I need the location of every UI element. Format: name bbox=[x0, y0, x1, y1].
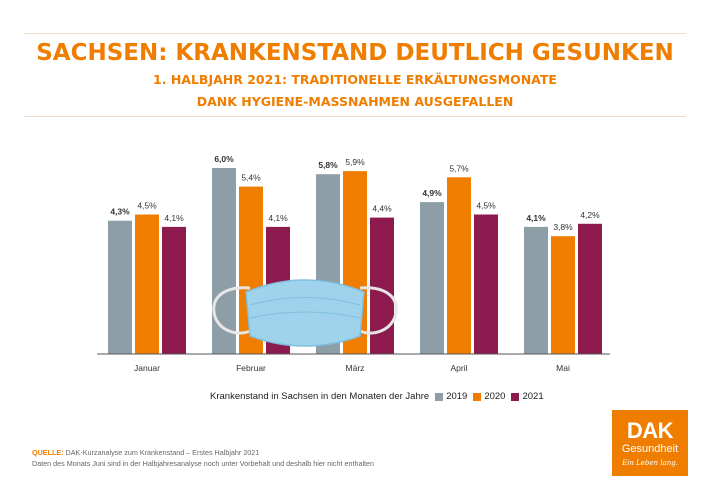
bar-2021-3 bbox=[474, 214, 498, 354]
bar-2019-1 bbox=[212, 168, 236, 354]
mask-pleat-1 bbox=[249, 297, 361, 306]
data-label-2021-1: 4,1% bbox=[268, 213, 288, 223]
dak-logo: DAK Gesundheit Ein Leben lang. bbox=[612, 410, 688, 476]
source-text: DAK-Kurzanalyse zum Krankenstand – Erste… bbox=[63, 448, 260, 457]
data-label-2020-3: 5,7% bbox=[449, 163, 469, 173]
data-label-2021-4: 4,2% bbox=[580, 210, 600, 220]
legend-title: Krankenstand in Sachsen in den Monaten d… bbox=[210, 391, 430, 402]
data-label-2019-3: 4,9% bbox=[422, 188, 442, 198]
legend-label-2020: 2020 bbox=[484, 391, 506, 402]
category-label-1: Februar bbox=[236, 363, 266, 373]
mask-right-strap bbox=[357, 286, 398, 335]
bar-2019-4 bbox=[524, 226, 548, 354]
data-label-2021-0: 4,1% bbox=[164, 213, 184, 223]
bar-chart: 4,3% 4,5% 4,1% Januar 6,0% 5,4% 4,1% Februar 5,8… bbox=[97, 154, 610, 373]
bar-2020-3 bbox=[447, 177, 471, 354]
chart-subtitle-line1: 1. HALBJAHR 2021: TRADITIONELLE ERKÄLTUN… bbox=[153, 72, 557, 87]
header-bottom-rule bbox=[24, 116, 686, 117]
category-label-2: März bbox=[346, 363, 365, 373]
data-label-2019-2: 5,8% bbox=[318, 160, 338, 170]
bar-2019-3 bbox=[420, 202, 444, 354]
source-block: QUELLE: DAK-Kurzanalyse zum Krankenstand… bbox=[32, 447, 374, 469]
data-label-2019-1: 6,0% bbox=[214, 154, 234, 164]
logo-sub: Gesundheit bbox=[621, 443, 679, 455]
bar-2020-0 bbox=[135, 214, 159, 354]
category-label-3: April bbox=[450, 363, 467, 373]
data-label-2020-4: 3,8% bbox=[553, 222, 573, 232]
category-label-4: Mai bbox=[556, 363, 570, 373]
data-label-2020-2: 5,9% bbox=[345, 157, 365, 167]
bar-2020-4 bbox=[551, 236, 575, 354]
data-label-2021-2: 4,4% bbox=[372, 204, 392, 214]
mask-body bbox=[245, 279, 365, 347]
mask-pleat-2 bbox=[249, 311, 361, 319]
legend-swatch-2019 bbox=[435, 392, 444, 401]
chart-title: SACHSEN: KRANKENSTAND DEUTLICH GESUNKEN bbox=[36, 40, 674, 66]
legend: Krankenstand in Sachsen in den Monaten d… bbox=[210, 391, 544, 402]
legend-swatch-2020 bbox=[473, 392, 482, 401]
top-rule bbox=[24, 33, 686, 34]
legend-label-2021: 2021 bbox=[522, 391, 544, 402]
category-label-0: Januar bbox=[134, 363, 160, 373]
bar-2019-0 bbox=[108, 220, 132, 354]
logo-slogan: Ein Leben lang. bbox=[622, 459, 678, 467]
legend-swatch-2021 bbox=[511, 392, 520, 401]
data-label-2019-4: 4,1% bbox=[526, 213, 546, 223]
source-label: QUELLE: bbox=[32, 448, 64, 457]
bar-2021-4 bbox=[578, 223, 602, 354]
data-label-2020-1: 5,4% bbox=[241, 173, 261, 183]
chart-subtitle-line2: DANK HYGIENE-MASSNAHMEN AUSGEFALLEN bbox=[196, 94, 514, 109]
logo-brand: DAK bbox=[626, 418, 674, 443]
data-label-2019-0: 4,3% bbox=[110, 207, 130, 217]
data-label-2020-0: 4,5% bbox=[137, 201, 157, 211]
source-note: Daten des Monats Juni sind in der Halbja… bbox=[32, 459, 375, 468]
legend-label-2019: 2019 bbox=[446, 391, 468, 402]
mask-left-strap bbox=[212, 286, 253, 335]
bar-2021-0 bbox=[162, 226, 186, 354]
data-label-2021-3: 4,5% bbox=[476, 201, 496, 211]
